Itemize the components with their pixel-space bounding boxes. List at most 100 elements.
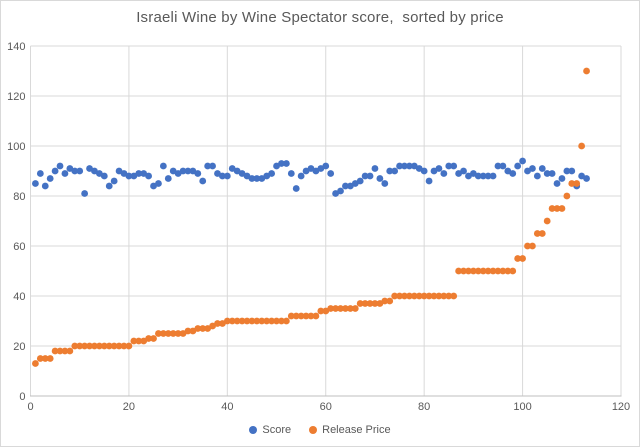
data-point-release-price (317, 307, 325, 315)
data-point-score (563, 167, 571, 175)
data-point-score (509, 170, 517, 177)
legend-label-score: Score (262, 424, 292, 436)
data-point-release-price (145, 335, 153, 342)
data-point-score (406, 162, 413, 170)
data-point-release-price (420, 292, 428, 300)
data-point-score (56, 162, 64, 170)
data-point-score (287, 170, 295, 177)
data-point-score (489, 172, 497, 180)
data-point-score (391, 167, 399, 175)
data-point-score (282, 160, 290, 167)
data-point-score (297, 172, 305, 180)
data-point-score (268, 170, 276, 177)
data-point-release-price (248, 317, 256, 325)
data-point-score (135, 170, 143, 177)
data-point-release-price (105, 342, 113, 350)
data-point-release-price (529, 242, 536, 250)
data-point-release-price (578, 142, 586, 150)
x-axis-tick-label: 100 (513, 401, 531, 413)
data-point-release-price (474, 267, 482, 275)
data-point-score (538, 165, 546, 172)
x-axis-tick-label: 0 (27, 401, 33, 413)
data-point-score (209, 162, 216, 170)
data-point-release-price (155, 330, 162, 337)
data-point-score (292, 185, 300, 192)
y-axis-tick-label: 140 (7, 41, 25, 53)
data-point-score (494, 162, 502, 170)
data-point-score (420, 167, 428, 175)
data-point-score (514, 162, 522, 170)
data-point-score (253, 175, 261, 182)
data-point-release-price (159, 330, 167, 337)
data-point-score (41, 182, 49, 190)
data-point-release-price (51, 347, 59, 355)
data-point-score (76, 167, 84, 175)
data-point-release-price (410, 292, 418, 300)
data-point-release-price (401, 292, 408, 300)
chart-legend: Score Release Price (1, 424, 639, 436)
data-point-score (548, 170, 556, 177)
data-point-release-price (287, 312, 295, 320)
data-point-score (558, 175, 566, 182)
data-point-score (110, 177, 118, 185)
data-point-release-price (381, 297, 389, 305)
data-point-score (553, 180, 561, 187)
data-point-release-price (332, 305, 339, 312)
data-point-release-price (263, 317, 271, 325)
data-point-score (219, 172, 226, 180)
data-point-release-price (346, 305, 354, 312)
y-axis-tick-label: 100 (7, 141, 25, 153)
data-point-release-price (415, 292, 423, 300)
data-point-release-price (302, 312, 310, 320)
data-point-release-price (524, 242, 531, 250)
data-point-score (543, 170, 551, 177)
data-point-score (568, 167, 576, 175)
data-point-release-price (479, 267, 487, 275)
data-point-release-price (406, 292, 413, 300)
y-axis-tick-label: 40 (13, 291, 25, 303)
x-axis-tick-label: 40 (221, 401, 233, 413)
data-point-score (36, 170, 44, 177)
data-point-score (366, 172, 374, 180)
data-point-release-price (435, 292, 443, 300)
data-point-score (159, 162, 167, 170)
data-point-score (356, 177, 364, 185)
data-point-release-price (115, 342, 123, 350)
data-point-release-price (120, 342, 128, 350)
data-point-score (194, 170, 202, 177)
data-point-score (179, 167, 187, 175)
data-point-score (529, 165, 536, 172)
data-point-release-price (253, 317, 261, 325)
data-point-release-price (32, 360, 39, 367)
data-point-release-price (164, 330, 172, 337)
data-point-release-price (95, 342, 103, 350)
data-point-score (51, 167, 59, 175)
data-point-release-price (342, 305, 349, 312)
data-point-score (322, 162, 330, 170)
data-point-release-price (558, 205, 566, 212)
data-point-release-price (391, 292, 399, 300)
data-point-release-price (169, 330, 177, 337)
data-point-release-price (538, 230, 546, 237)
data-point-score (519, 157, 526, 165)
data-point-score (371, 165, 379, 172)
data-point-release-price (366, 300, 374, 307)
x-axis-tick-label: 20 (123, 401, 135, 413)
data-point-release-price (184, 327, 192, 335)
data-point-release-price (100, 342, 108, 350)
data-point-release-price (71, 342, 79, 350)
data-point-score (204, 162, 212, 170)
data-point-release-price (430, 292, 438, 300)
data-point-release-price (46, 355, 54, 362)
data-point-release-price (484, 267, 492, 275)
data-point-score (445, 162, 453, 170)
data-point-release-price (543, 217, 551, 225)
data-point-score (32, 180, 39, 187)
data-point-release-price (41, 355, 49, 362)
data-point-score (145, 172, 153, 180)
data-point-release-price (455, 267, 463, 275)
y-axis-tick-label: 60 (13, 241, 25, 253)
data-point-release-price (292, 312, 300, 320)
data-point-score (342, 182, 349, 190)
data-point-release-price (91, 342, 98, 350)
